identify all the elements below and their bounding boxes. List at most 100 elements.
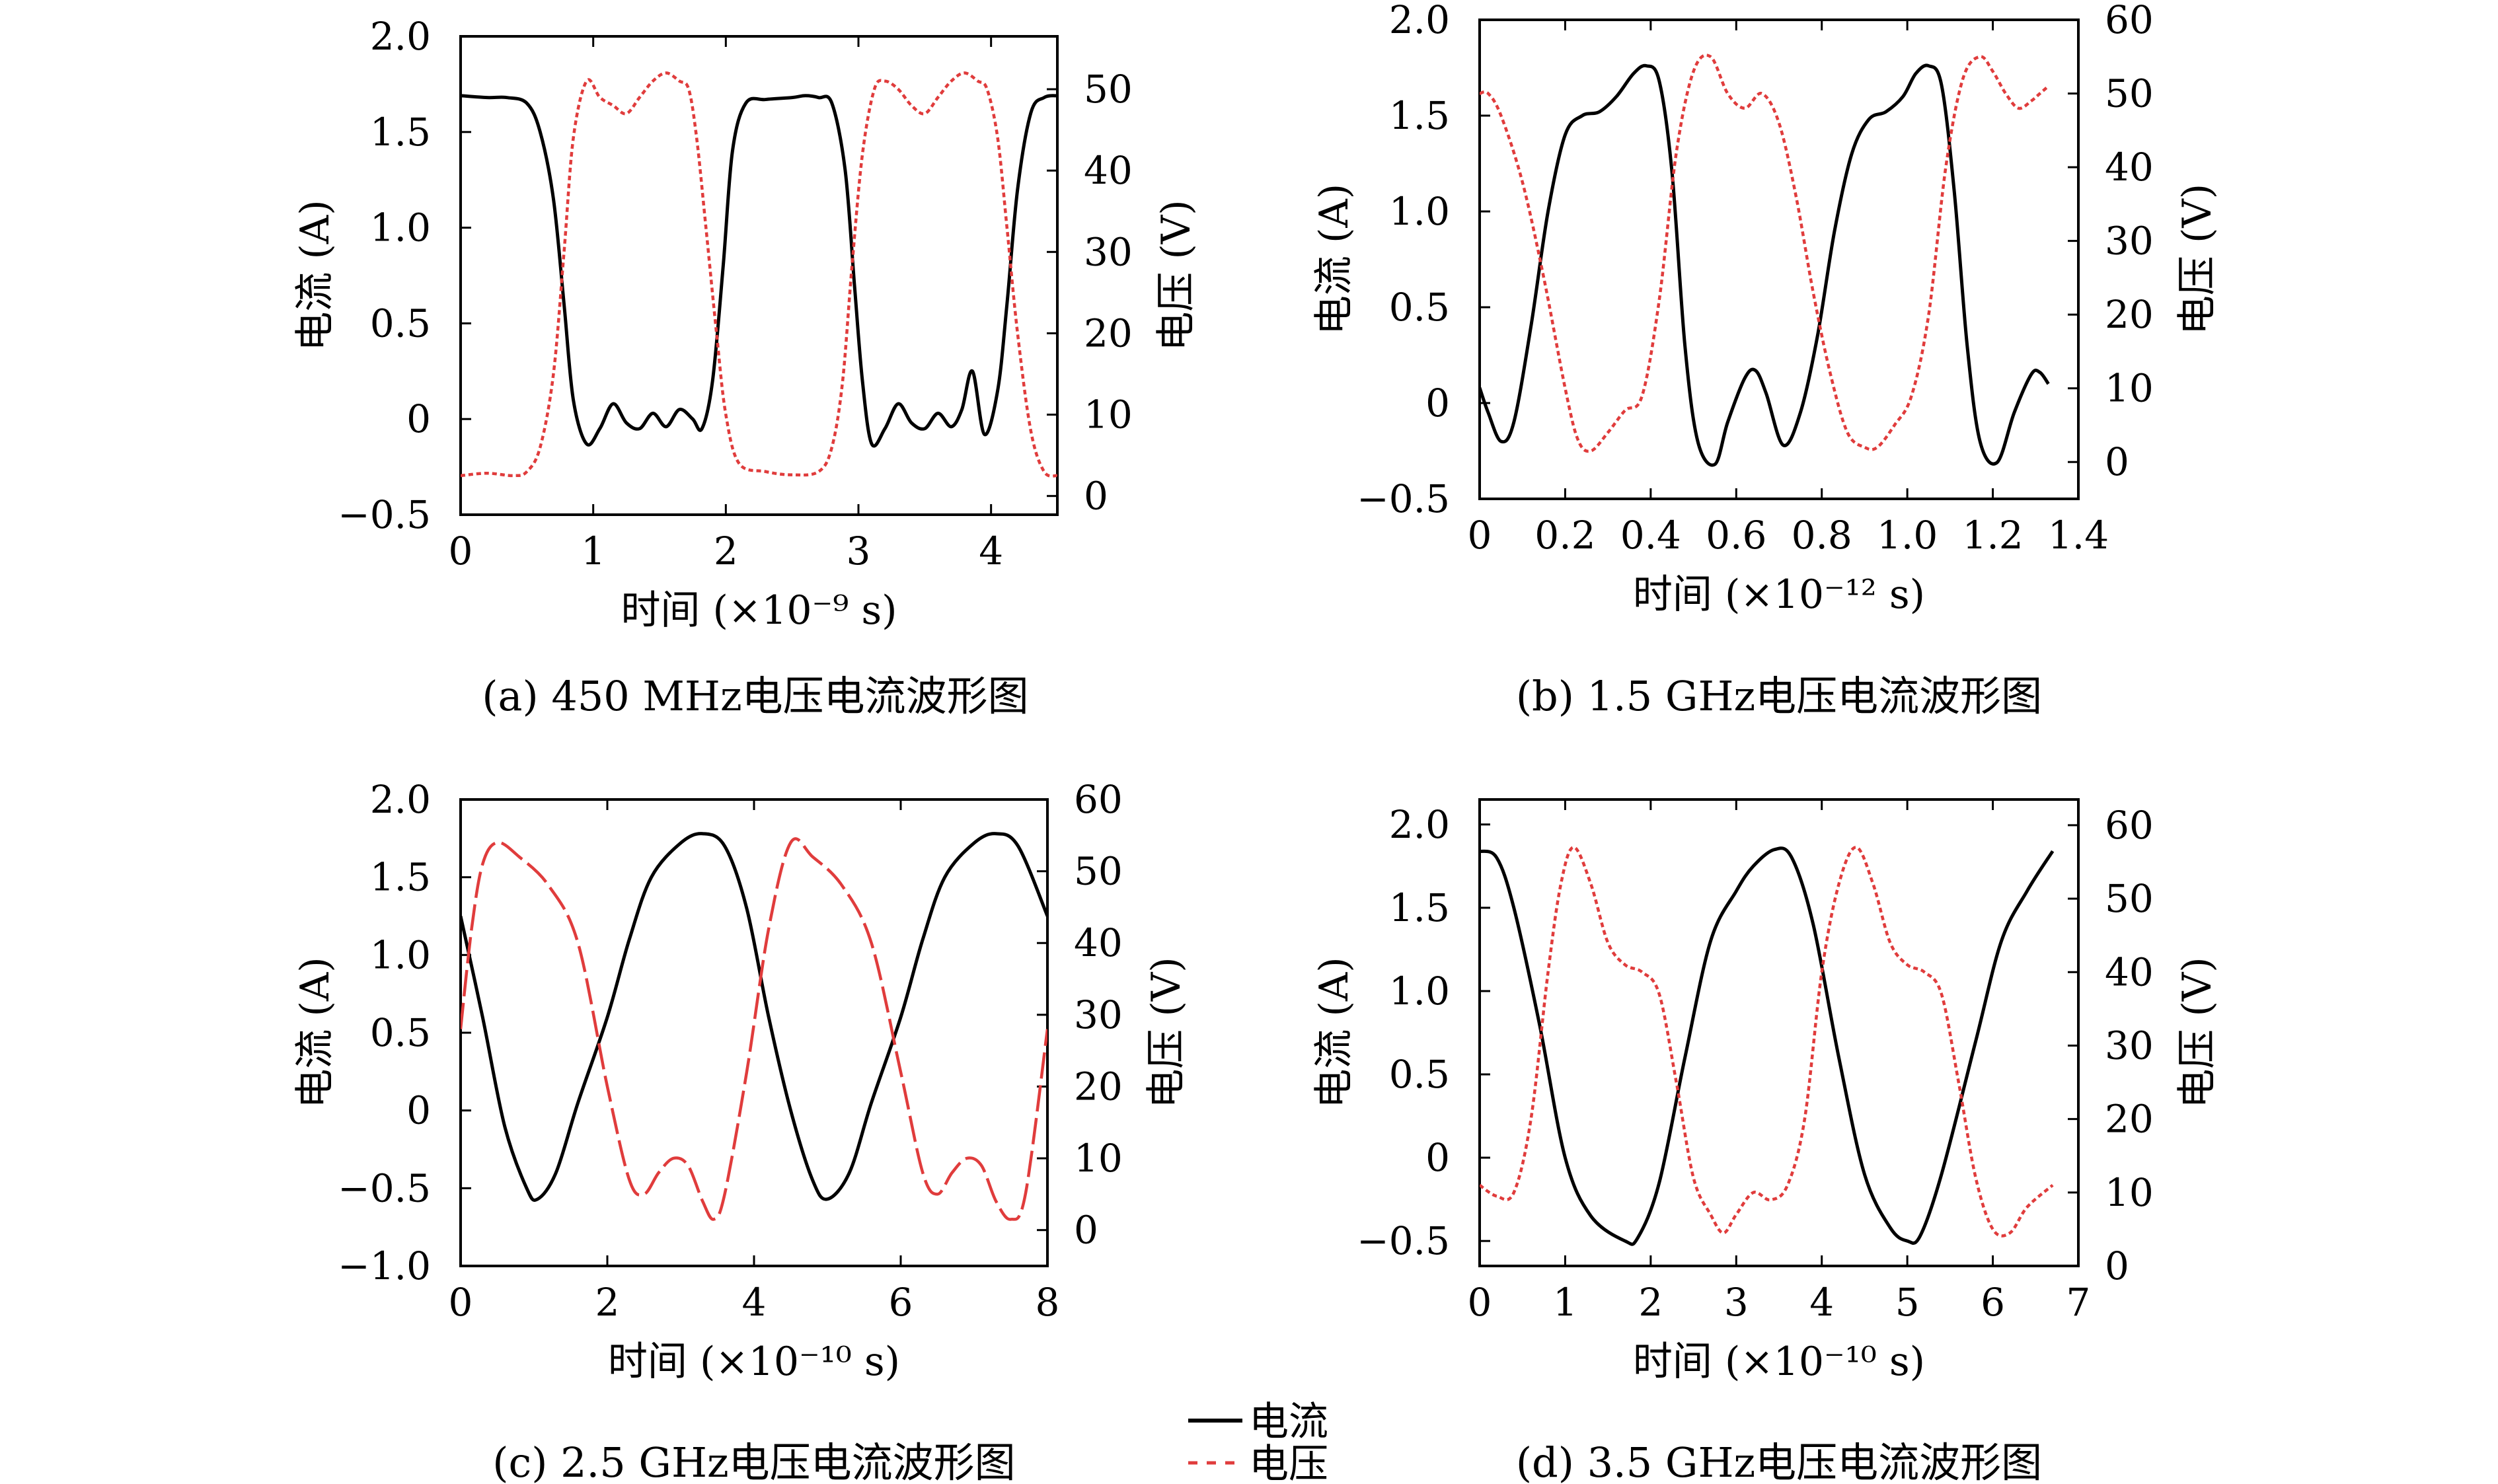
y-right-tick-label: 20 <box>1074 1064 1123 1109</box>
y-right-tick-label: 30 <box>2105 1023 2154 1068</box>
y-right-tick-label: 10 <box>1084 392 1133 437</box>
y-left-tick-label: 2.0 <box>1389 0 1450 42</box>
panel-d-3-5ghz: 0 1 2 3 4 5 6 7 −0.5 0 0.5 1.0 1.5 2.0 0 10 20 30 40 50 60 时间… <box>1311 798 2220 1484</box>
y-right-tick-label: 50 <box>1074 849 1123 894</box>
x-axis-label: 时间 (×10⁻¹⁰ s) <box>1633 1339 1925 1385</box>
y-right-tick-label: 20 <box>1084 311 1133 355</box>
y-right-tick-label: 40 <box>2105 145 2154 190</box>
legend: 电流 电压 <box>1188 1399 1328 1484</box>
y-right-tick-label: 40 <box>1084 148 1133 193</box>
y-left-tick-label: 1.0 <box>370 932 431 977</box>
y-right-tick-label: 60 <box>1074 777 1123 822</box>
current-series-line <box>461 832 1047 1202</box>
voltage-series-line <box>1480 846 2054 1238</box>
x-tick-label: 0 <box>1468 1280 1492 1325</box>
voltage-series-line <box>461 837 1047 1221</box>
x-tick-label: 1 <box>581 529 605 574</box>
x-tick-label: 0.4 <box>1620 513 1681 558</box>
y-left-tick-label: 2.0 <box>370 14 431 59</box>
y-left-tick-label: 0.5 <box>370 301 431 346</box>
y-right-tick-label: 40 <box>1074 920 1123 965</box>
y-left-tick-label: −1.0 <box>338 1243 431 1288</box>
y-left-tick-label: 0 <box>406 396 431 441</box>
y-right-tick-label: 50 <box>2105 876 2154 921</box>
x-tick-label: 1.4 <box>2048 513 2109 558</box>
x-tick-label: 3 <box>847 529 871 574</box>
x-tick-label: 7 <box>2066 1280 2091 1325</box>
y-right-tick-label: 60 <box>2105 803 2154 848</box>
plot-frame <box>1478 19 2080 500</box>
y-right-tick-label: 30 <box>1074 992 1123 1037</box>
panel-caption: (c) 2.5 GHz电压电流波形图 <box>492 1438 1015 1484</box>
y-right-tick-label: 10 <box>2105 1170 2154 1215</box>
y-right-tick-label: 40 <box>2105 949 2154 994</box>
y-left-tick-label: −0.5 <box>1357 476 1450 521</box>
y-left-axis-label: 电流 (A) <box>292 200 338 351</box>
x-tick-label: 0 <box>449 529 473 574</box>
x-tick-label: 5 <box>1895 1280 1920 1325</box>
y-right-tick-label: 20 <box>2105 292 2154 337</box>
y-left-tick-label: 1.5 <box>370 855 431 900</box>
x-tick-label: 0 <box>1468 513 1492 558</box>
x-tick-label: 0.2 <box>1534 513 1595 558</box>
y-left-tick-label: 0 <box>1425 1135 1450 1180</box>
y-left-tick-label: 2.0 <box>370 777 431 822</box>
legend-voltage-label: 电压 <box>1249 1441 1328 1484</box>
y-right-tick-label: 0 <box>2105 1243 2129 1288</box>
y-right-tick-label: 50 <box>2105 71 2154 116</box>
y-left-tick-label: 2.0 <box>1389 802 1450 847</box>
y-right-axis-label: 电压 (V) <box>1153 200 1199 351</box>
y-left-axis-label: 电流 (A) <box>292 957 338 1108</box>
x-tick-label: 2 <box>1638 1280 1663 1325</box>
y-right-tick-label: 10 <box>2105 366 2154 411</box>
y-right-axis-label: 电压 (V) <box>2174 184 2220 335</box>
y-left-tick-label: 1.0 <box>370 205 431 250</box>
y-left-tick-label: 1.0 <box>1389 189 1450 234</box>
y-left-tick-label: 1.5 <box>1389 885 1450 930</box>
y-left-tick-label: −0.5 <box>338 1166 431 1210</box>
y-right-tick-label: 50 <box>1084 67 1133 112</box>
panel-b-1-5ghz: 0 0.2 0.4 0.6 0.8 1.0 1.2 1.4 −0.5 0 0.5 1.0 1.5 2.0 0… <box>1311 0 2220 720</box>
x-axis-label: 时间 (×10⁻¹⁰ s) <box>608 1339 900 1385</box>
panel-caption: (d) 3.5 GHz电压电流波形图 <box>1516 1438 2042 1484</box>
x-tick-label: 4 <box>979 529 1003 574</box>
x-tick-label: 1 <box>1553 1280 1577 1325</box>
y-right-tick-label: 0 <box>2105 439 2129 484</box>
current-series-line <box>1480 846 2055 1246</box>
y-left-axis-label: 电流 (A) <box>1311 184 1357 335</box>
y-left-tick-label: 1.5 <box>1389 93 1450 138</box>
x-tick-label: 4 <box>1809 1280 1834 1325</box>
x-tick-label: 6 <box>889 1280 913 1325</box>
panel-caption: (b) 1.5 GHz电压电流波形图 <box>1516 672 2042 720</box>
x-tick-label: 4 <box>742 1280 767 1325</box>
current-series-line <box>1480 63 2050 467</box>
x-tick-label: 0.8 <box>1792 513 1852 558</box>
x-tick-label: 6 <box>1981 1280 2005 1325</box>
x-tick-label: 2 <box>595 1280 620 1325</box>
y-left-tick-label: 0.5 <box>1389 1052 1450 1097</box>
plot-frame <box>459 35 1059 516</box>
panel-c-2-5ghz: 0 2 4 6 8 −1.0 −0.5 0 0.5 1.0 1.5 2.0 0 10 20 30 40 50 60 时… <box>292 777 1190 1484</box>
y-left-axis-label: 电流 (A) <box>1311 957 1357 1108</box>
y-right-axis-label: 电压 (V) <box>1143 957 1190 1108</box>
x-axis-label: 时间 (×10⁻¹² s) <box>1633 572 1925 618</box>
x-axis-label: 时间 (×10⁻⁹ s) <box>621 587 897 634</box>
legend-current-label: 电流 <box>1249 1399 1328 1445</box>
y-right-tick-label: 30 <box>1084 229 1133 274</box>
y-left-tick-label: 0 <box>1425 381 1450 426</box>
y-left-tick-label: 0.5 <box>1389 285 1450 330</box>
y-left-tick-label: 1.0 <box>1389 969 1450 1014</box>
y-left-tick-label: 0 <box>406 1088 431 1133</box>
y-left-tick-label: −0.5 <box>338 492 431 537</box>
x-tick-label: 1.2 <box>1962 513 2023 558</box>
y-left-tick-label: 0.5 <box>370 1010 431 1055</box>
y-right-tick-label: 20 <box>2105 1097 2154 1142</box>
y-right-tick-label: 0 <box>1074 1208 1098 1253</box>
x-tick-label: 3 <box>1724 1280 1749 1325</box>
y-right-axis-label: 电压 (V) <box>2174 957 2220 1108</box>
y-left-tick-label: −0.5 <box>1357 1218 1450 1263</box>
y-right-tick-label: 30 <box>2105 219 2154 264</box>
x-tick-label: 8 <box>1036 1280 1060 1325</box>
y-right-tick-label: 10 <box>1074 1136 1123 1181</box>
